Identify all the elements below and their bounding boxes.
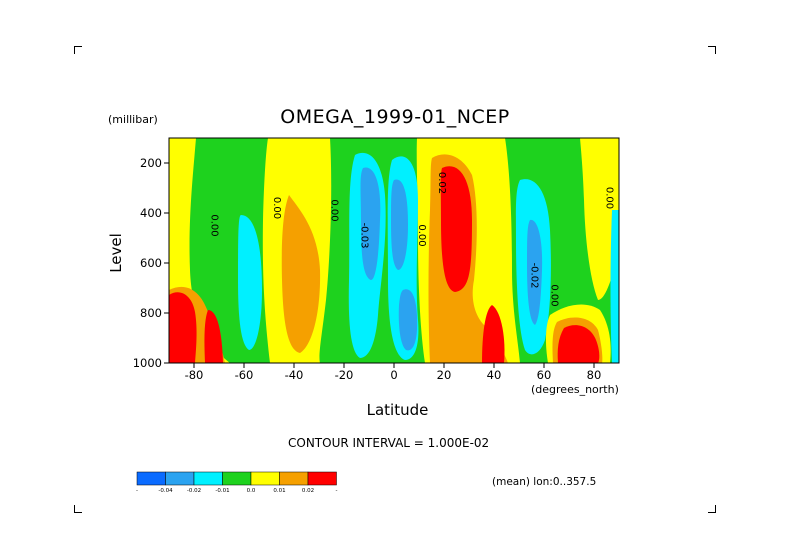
- contour-region-mblue: [527, 219, 543, 325]
- contour-region-red: [169, 292, 197, 363]
- contour-label: 0.00: [329, 199, 340, 221]
- legend-swatch: [136, 471, 166, 486]
- contour-region-mblue: [391, 179, 408, 270]
- contour-label: 0.00: [416, 224, 427, 246]
- contour-region-red: [204, 310, 223, 363]
- legend-label: 0.0: [247, 488, 256, 494]
- x-tick-label: 80: [587, 368, 602, 382]
- y-axis-unit: (millibar): [108, 113, 158, 126]
- legend-swatch: [222, 471, 252, 486]
- crop-mark-top-right: [708, 46, 716, 54]
- contour-region-mblue: [360, 167, 381, 280]
- legend-swatch: [279, 471, 309, 486]
- legend-swatch: [165, 471, 195, 486]
- color-legend: - -0.04 -0.02 -0.01 0.0 0.01 0.02 -: [136, 471, 338, 494]
- x-tick-label: 20: [437, 368, 452, 382]
- legend-label: 0.02: [302, 488, 314, 494]
- contour-region-mblue: [398, 289, 418, 351]
- contour-label: 0.00: [271, 197, 282, 219]
- legend-label: -0.04: [158, 488, 173, 494]
- contour-label: 0.00: [604, 187, 615, 209]
- y-tick-label: 400: [140, 206, 162, 220]
- y-tick-label: 1000: [133, 356, 162, 370]
- contour-region-red: [557, 325, 600, 363]
- x-axis: -80 -60 -40 -20 0 20 40 60 80: [185, 363, 602, 382]
- y-axis: 200 400 600 800 1000: [133, 156, 169, 370]
- legend-end-label: -: [336, 488, 338, 494]
- legend-label: 0.01: [273, 488, 285, 494]
- contour-region-red: [482, 305, 505, 363]
- contour-label: -0.02: [529, 263, 540, 289]
- chart-title: OMEGA_1999-01_NCEP: [280, 106, 510, 128]
- contour-region-cyan: [238, 215, 262, 350]
- x-tick-label: 60: [537, 368, 552, 382]
- contour-interval-text: CONTOUR INTERVAL = 1.000E-02: [288, 436, 490, 450]
- contour-region-red: [440, 166, 472, 292]
- y-tick-label: 600: [140, 256, 162, 270]
- x-tick-label: -20: [335, 368, 354, 382]
- legend-swatch: [193, 471, 223, 486]
- y-tick-label: 200: [140, 156, 162, 170]
- legend-swatch: [250, 471, 280, 486]
- contour-region-cyan: [610, 210, 619, 363]
- legend-label: -: [136, 488, 138, 494]
- contour-label: -0.03: [359, 223, 370, 249]
- contour-region-yellow: [580, 138, 619, 300]
- footer-mean-text: (mean) lon:0..357.5: [492, 476, 597, 488]
- crop-mark-top-left: [74, 46, 82, 54]
- contour-field: [169, 138, 619, 363]
- crop-mark-bottom-left: [74, 505, 82, 513]
- contour-labels: 0.00 0.00 0.00 -0.03 0.00 0.02 -0.02 0.00 0.00: [209, 172, 615, 307]
- contour-label: 0.00: [209, 214, 220, 236]
- x-tick-label: 0: [390, 368, 397, 382]
- x-tick-label: -60: [235, 368, 254, 382]
- crop-mark-bottom-right: [708, 505, 716, 513]
- contour-label: 0.00: [549, 284, 560, 306]
- x-tick-label: -80: [185, 368, 204, 382]
- contour-label: 0.02: [436, 172, 447, 194]
- y-tick-label: 800: [140, 306, 162, 320]
- legend-swatch: [307, 471, 337, 486]
- legend-label: -0.02: [187, 488, 201, 494]
- legend-label: -0.01: [215, 488, 229, 494]
- x-tick-label: -40: [285, 368, 304, 382]
- x-axis-unit: (degrees_north): [531, 383, 619, 396]
- x-axis-label: Latitude: [366, 401, 429, 419]
- contour-region-orange: [281, 195, 321, 353]
- x-tick-label: 40: [487, 368, 502, 382]
